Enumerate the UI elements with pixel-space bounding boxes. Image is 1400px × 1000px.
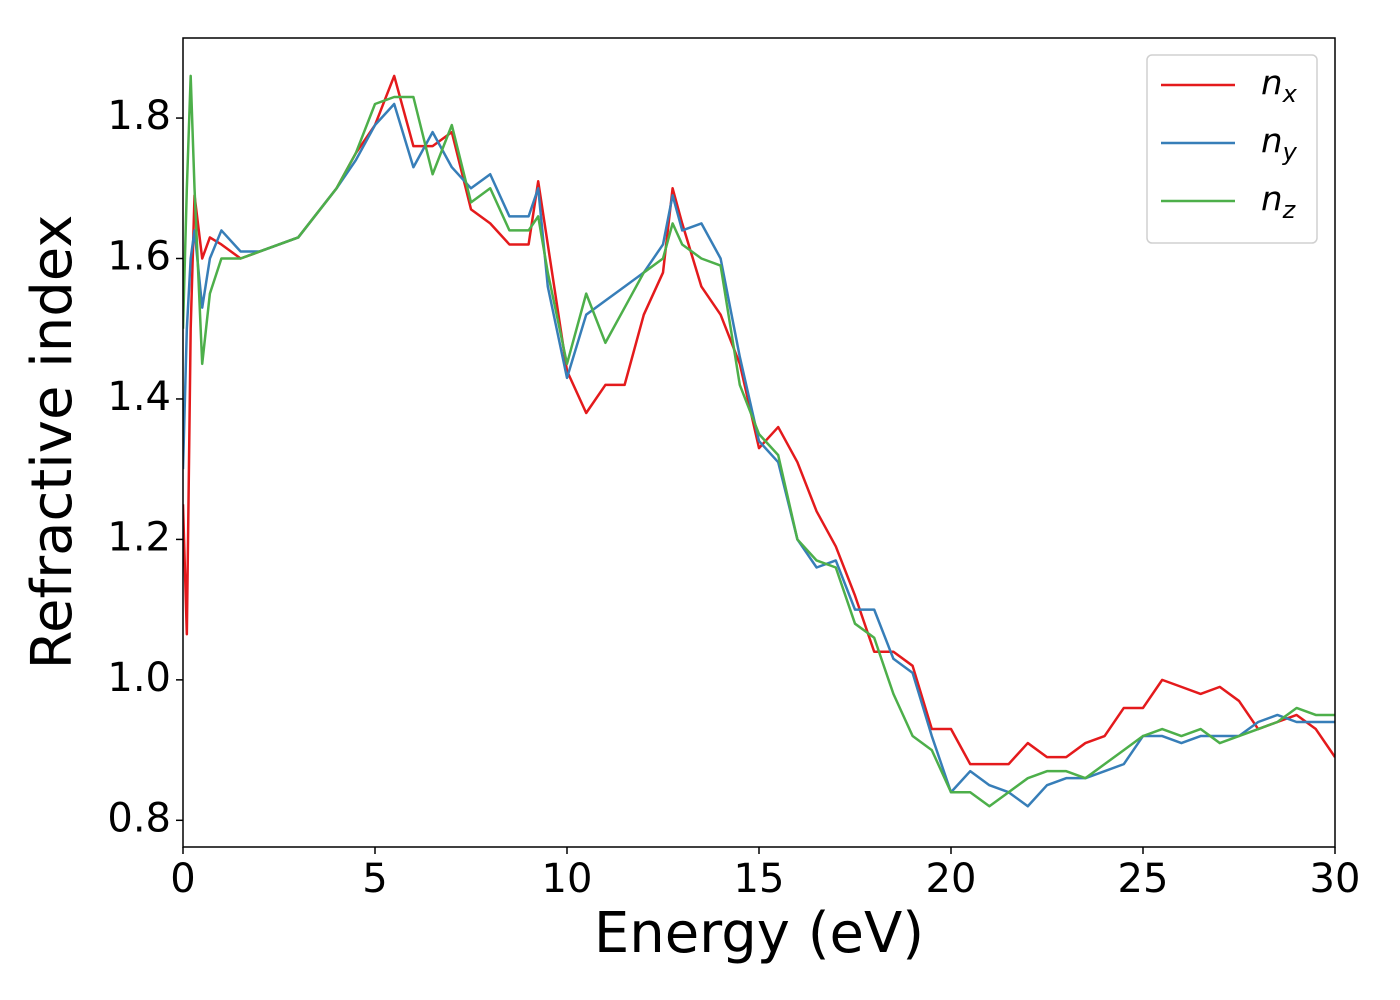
y-tick-label: 1.2 — [107, 514, 171, 560]
x-tick-label: 25 — [1118, 856, 1169, 902]
x-tick-label: 10 — [542, 856, 593, 902]
y-axis-label: Refractive index — [20, 215, 85, 670]
legend-box — [1146, 54, 1318, 244]
series-line — [183, 74, 1335, 808]
x-axis-label: Energy (eV) — [594, 901, 924, 966]
x-tick-label: 0 — [170, 856, 195, 902]
x-tick-label: 15 — [734, 856, 785, 902]
y-tick-label: 1.4 — [107, 374, 171, 420]
y-tick-label: 1.6 — [107, 234, 171, 280]
plot-frame — [182, 37, 1336, 848]
x-tick-label: 20 — [926, 856, 977, 902]
x-tick-label: 5 — [362, 856, 387, 902]
series-line — [183, 102, 1335, 808]
y-tick-label: 1.8 — [107, 93, 171, 139]
y-tick-label: 0.8 — [107, 795, 171, 841]
x-tick-label: 30 — [1310, 856, 1361, 902]
y-tick-label: 1.0 — [107, 655, 171, 701]
